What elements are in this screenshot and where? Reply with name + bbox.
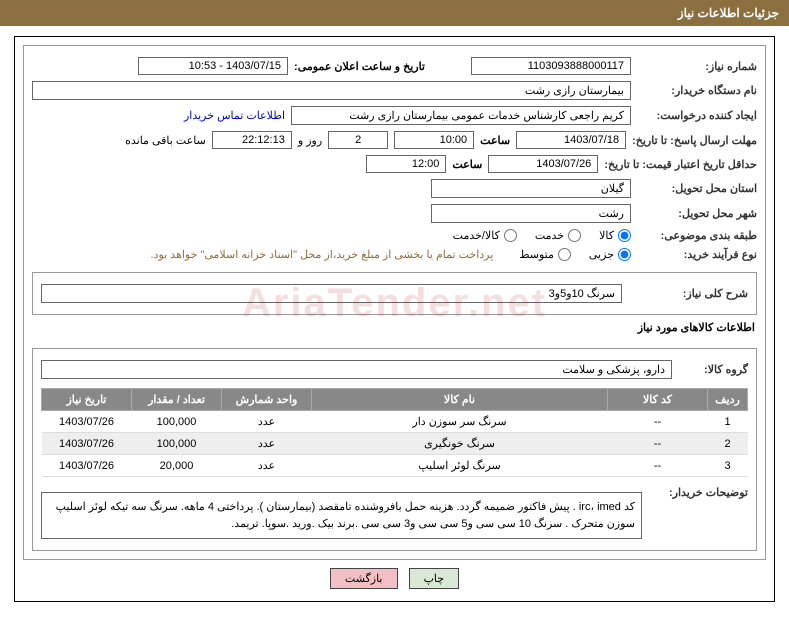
days-word: روز و <box>298 134 322 147</box>
process-label: نوع فرآیند خرید: <box>637 248 757 261</box>
announce-label: تاریخ و ساعت اعلان عمومی: <box>294 60 425 73</box>
cat-goods-option[interactable]: کالا <box>599 229 631 242</box>
cat-service-label: خدمت <box>535 229 564 242</box>
table-row: 1--سرنگ سر سوزن دارعدد100,0001403/07/26 <box>42 411 748 433</box>
cat-both-label: کالا/خدمت <box>453 229 500 242</box>
items-frame: گروه کالا: دارو، پزشکی و سلامت ردیف کد ک… <box>32 348 757 551</box>
requester-label: ایجاد کننده درخواست: <box>637 109 757 122</box>
group-label: گروه کالا: <box>678 363 748 376</box>
province-label: استان محل تحویل: <box>637 182 757 195</box>
cat-both-option[interactable]: کالا/خدمت <box>453 229 517 242</box>
category-radios: کالا خدمت کالا/خدمت <box>453 229 631 242</box>
proc-minor-label: جزیی <box>589 248 614 261</box>
cat-service-radio[interactable] <box>568 229 581 242</box>
th-date: تاریخ نیاز <box>42 389 132 411</box>
items-section-title: اطلاعات کالاهای مورد نیاز <box>32 315 757 340</box>
page-title: جزئیات اطلاعات نیاز <box>678 6 779 20</box>
buyer-org-label: نام دستگاه خریدار: <box>637 84 757 97</box>
proc-minor-radio[interactable] <box>618 248 631 261</box>
table-cell: 1403/07/26 <box>42 455 132 477</box>
table-cell: 2 <box>708 433 748 455</box>
need-no-label: شماره نیاز: <box>637 60 757 73</box>
table-cell: 100,000 <box>132 411 222 433</box>
process-note: پرداخت تمام یا بخشی از مبلغ خرید،از محل … <box>151 248 494 261</box>
button-row: چاپ بازگشت <box>23 560 766 593</box>
table-cell: 1403/07/26 <box>42 433 132 455</box>
group-value: دارو، پزشکی و سلامت <box>41 360 672 379</box>
items-table: ردیف کد کالا نام کالا واحد شمارش تعداد /… <box>41 388 748 477</box>
deadline-label: مهلت ارسال پاسخ: تا تاریخ: <box>632 134 757 147</box>
validity-label: حداقل تاریخ اعتبار قیمت: تا تاریخ: <box>604 158 757 171</box>
process-radios: جزیی متوسط <box>519 248 631 261</box>
print-button[interactable]: چاپ <box>409 568 460 589</box>
contact-link[interactable]: اطلاعات تماس خریدار <box>184 109 285 122</box>
province-value: گیلان <box>431 179 631 198</box>
proc-minor-option[interactable]: جزیی <box>589 248 631 261</box>
table-cell: -- <box>608 455 708 477</box>
proc-medium-radio[interactable] <box>558 248 571 261</box>
deadline-time: 10:00 <box>394 131 474 149</box>
hours-remaining: 22:12:13 <box>212 131 292 149</box>
proc-medium-option[interactable]: متوسط <box>519 248 571 261</box>
city-label: شهر محل تحویل: <box>637 207 757 220</box>
th-code: کد کالا <box>608 389 708 411</box>
need-no-value: 1103093888000117 <box>471 57 631 75</box>
announce-value: 1403/07/15 - 10:53 <box>138 57 288 75</box>
inner-frame: AriaTender.net شماره نیاز: 1103093888000… <box>23 45 766 560</box>
category-label: طبقه بندی موضوعی: <box>637 229 757 242</box>
need-title-label: شرح کلی نیاز: <box>628 287 748 300</box>
table-cell: -- <box>608 433 708 455</box>
outer-frame: AriaTender.net شماره نیاز: 1103093888000… <box>14 36 775 602</box>
table-cell: عدد <box>222 455 312 477</box>
th-name: نام کالا <box>312 389 608 411</box>
cat-both-radio[interactable] <box>504 229 517 242</box>
requester-value: کریم راجعی کارشناس خدمات عمومی بیمارستان… <box>291 106 631 125</box>
page-header: جزئیات اطلاعات نیاز <box>0 0 789 26</box>
th-qty: تعداد / مقدار <box>132 389 222 411</box>
remaining-suffix: ساعت باقی مانده <box>125 134 206 147</box>
table-cell: سرنگ لوئر اسلیپ <box>312 455 608 477</box>
th-unit: واحد شمارش <box>222 389 312 411</box>
table-cell: سرنگ سر سوزن دار <box>312 411 608 433</box>
table-cell: عدد <box>222 433 312 455</box>
buyer-org-value: بیمارستان رازی رشت <box>32 81 631 100</box>
th-row: ردیف <box>708 389 748 411</box>
cat-goods-label: کالا <box>599 229 614 242</box>
table-cell: 3 <box>708 455 748 477</box>
time-label-2: ساعت <box>452 158 482 171</box>
city-value: رشت <box>431 204 631 223</box>
time-label-1: ساعت <box>480 134 510 147</box>
table-row: 2--سرنگ خونگیریعدد100,0001403/07/26 <box>42 433 748 455</box>
table-cell: 1 <box>708 411 748 433</box>
buyer-desc-label: توضیحات خریدار: <box>648 486 748 499</box>
table-cell: -- <box>608 411 708 433</box>
proc-medium-label: متوسط <box>519 248 554 261</box>
buyer-desc-value: کد irc، imed . پیش فاکتور ضمیمه گردد. هز… <box>41 492 642 539</box>
days-remaining: 2 <box>328 131 388 149</box>
table-cell: 1403/07/26 <box>42 411 132 433</box>
table-row: 3--سرنگ لوئر اسلیپعدد20,0001403/07/26 <box>42 455 748 477</box>
validity-time: 12:00 <box>366 155 446 173</box>
need-title-frame: شرح کلی نیاز: سرنگ 10و5و3 <box>32 272 757 315</box>
table-cell: عدد <box>222 411 312 433</box>
cat-service-option[interactable]: خدمت <box>535 229 581 242</box>
table-cell: سرنگ خونگیری <box>312 433 608 455</box>
deadline-date: 1403/07/18 <box>516 131 626 149</box>
cat-goods-radio[interactable] <box>618 229 631 242</box>
table-cell: 100,000 <box>132 433 222 455</box>
need-title-value: سرنگ 10و5و3 <box>41 284 622 303</box>
back-button[interactable]: بازگشت <box>330 568 398 589</box>
validity-date: 1403/07/26 <box>488 155 598 173</box>
table-cell: 20,000 <box>132 455 222 477</box>
